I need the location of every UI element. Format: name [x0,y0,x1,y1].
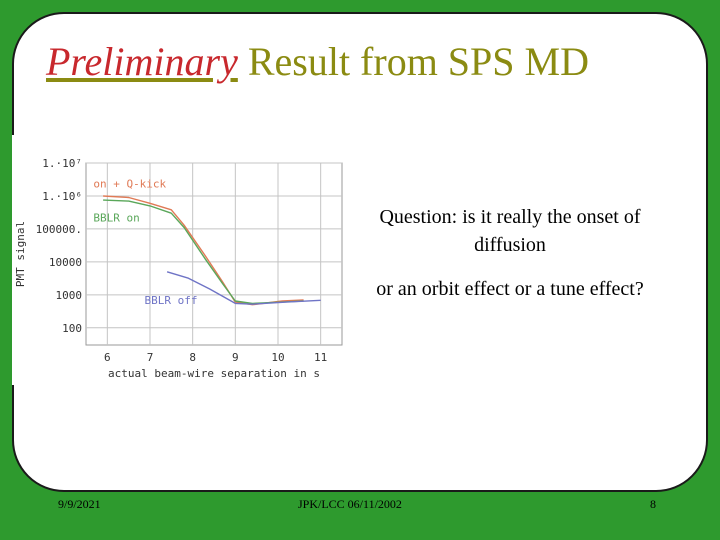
footer-page: 8 [650,497,656,511]
y-tick-label: 10000 [49,256,82,269]
slide-title: Preliminary Result from SPS MD [46,38,666,86]
series-line [166,271,321,305]
y-tick-label: 100000. [36,223,82,236]
x-tick-label: 10 [271,351,284,364]
x-tick-label: 8 [189,351,196,364]
x-tick-label: 6 [104,351,111,364]
y-tick-label: 1.·10⁶ [42,190,82,203]
y-axis-label: PMT signal [14,221,27,287]
alternative-text: or an orbit effect or a tune effect? [376,278,644,300]
x-tick-label: 7 [147,351,154,364]
chart: 6 7 8 9 10 11 1.·10⁷ 1.·10⁶ 100000. 10000 1000 100 a… [12,135,352,385]
footer-center: JPK/LCC 06/11/2002 [298,497,402,511]
title-rest: Result from SPS MD [237,39,589,84]
series-label: BBLR on [93,211,139,224]
footer-date: 9/9/2021 [58,497,101,511]
y-tick-label: 100 [62,322,82,335]
y-tick-label: 1000 [56,289,83,302]
question-text: Question: is it really the onset of diff… [379,206,641,256]
chart-svg: 6 7 8 9 10 11 1.·10⁷ 1.·10⁶ 100000. 10000 1000 100 a… [14,157,343,380]
x-tick-label: 11 [314,351,327,364]
y-tick-label: 1.·10⁷ [42,157,82,170]
series-label: BBLR off [145,294,198,307]
x-axis-label: actual beam-wire separation in s [108,367,320,380]
x-tick-label: 9 [232,351,239,364]
title-emphasis: Preliminary [46,39,238,84]
series-label: on + Q-kick [93,178,166,191]
